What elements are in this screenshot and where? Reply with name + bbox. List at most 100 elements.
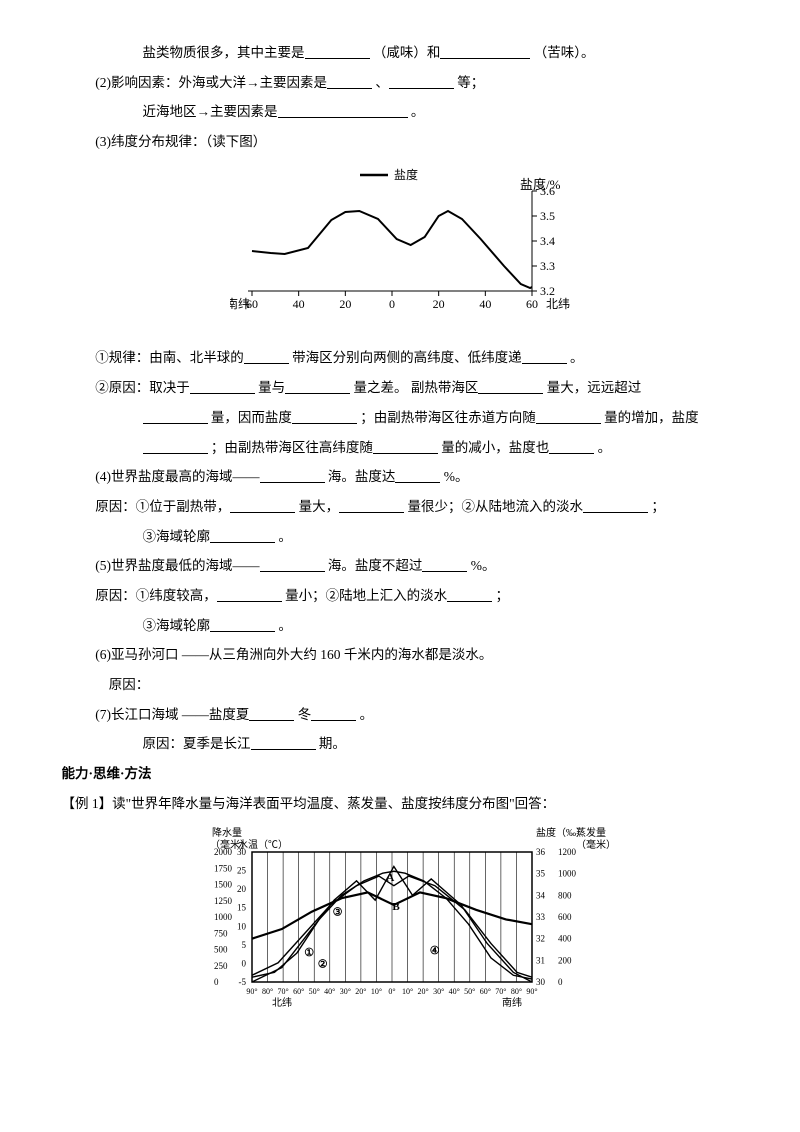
text: 原因：①位于副热带，	[95, 499, 230, 514]
text: ③海域轮廓	[143, 529, 211, 544]
svg-text:0: 0	[242, 959, 247, 969]
blank	[389, 73, 454, 89]
text-line: 原因：夏季是长江 期。	[48, 729, 752, 759]
svg-text:60: 60	[526, 297, 538, 311]
svg-text:北纬: 北纬	[272, 996, 292, 1009]
svg-text:盐度: 盐度	[394, 167, 418, 182]
blank	[249, 705, 294, 721]
blank	[251, 735, 316, 751]
svg-text:40: 40	[293, 297, 305, 311]
svg-text:32: 32	[536, 934, 545, 944]
text: 盐类物质很多，其中主要是	[143, 45, 305, 60]
section-heading: 能力·思维·方法	[48, 759, 752, 789]
text-line: ②原因：取决于 量与 量之差。 副热带海区 量大，远远超过	[48, 373, 752, 403]
svg-text:50°: 50°	[309, 987, 320, 996]
text-line: (2)影响因素：外海或大洋→主要因素是 、 等；	[48, 68, 752, 98]
svg-text:3.6: 3.6	[540, 184, 555, 198]
example-line: 【例 1】读"世界年降水量与海洋表面平均温度、蒸发量、盐度按纬度分布图"回答：	[48, 789, 752, 819]
svg-text:北纬: 北纬	[546, 297, 570, 311]
blank	[311, 705, 356, 721]
svg-text:3.5: 3.5	[540, 209, 555, 223]
text: 海。盐度不超过	[328, 558, 423, 573]
svg-text:5: 5	[242, 940, 247, 950]
text-line: 近海地区→主要因素是 。	[48, 97, 752, 127]
text: 。	[360, 707, 374, 722]
text: %。	[471, 558, 496, 573]
text: ②原因：取决于	[95, 380, 190, 395]
world-latitude-chart: 降水量（毫米）水温（℃）盐度（‰）蒸发量（毫米）2000175015001250…	[48, 824, 752, 1025]
svg-text:40°: 40°	[449, 987, 460, 996]
blank	[339, 497, 404, 513]
blank	[230, 497, 295, 513]
svg-text:31: 31	[536, 956, 545, 966]
svg-text:500: 500	[214, 945, 228, 955]
text-line: (5)世界盐度最低的海域—— 海。盐度不超过 %。	[48, 551, 752, 581]
text: (4)世界盐度最高的海域——	[95, 469, 259, 484]
text: 冬	[298, 707, 312, 722]
text: 量大，	[299, 499, 340, 514]
svg-text:34: 34	[536, 891, 546, 901]
text: 量与	[258, 380, 285, 395]
svg-text:A: A	[386, 872, 394, 884]
svg-text:40°: 40°	[324, 987, 335, 996]
svg-text:1000: 1000	[558, 869, 577, 879]
svg-text:90°: 90°	[526, 987, 537, 996]
text-line: 原因：①纬度较高， 量小；②陆地上汇入的淡水 ；	[48, 581, 752, 611]
svg-text:0: 0	[389, 297, 395, 311]
text-line: (4)世界盐度最高的海域—— 海。盐度达 %。	[48, 462, 752, 492]
svg-text:600: 600	[558, 912, 572, 922]
blank	[447, 586, 492, 602]
svg-text:降水量: 降水量	[212, 826, 242, 839]
text: ；	[651, 499, 665, 514]
svg-text:33: 33	[536, 912, 546, 922]
svg-text:800: 800	[558, 891, 572, 901]
svg-text:750: 750	[214, 929, 228, 939]
svg-text:10: 10	[237, 922, 247, 932]
blank	[536, 408, 601, 424]
text: 。	[570, 350, 584, 365]
svg-text:0: 0	[214, 977, 219, 987]
text-line: ①规律：由南、北半球的 带海区分别向两侧的高纬度、低纬度递 。	[48, 343, 752, 373]
text: (3)纬度分布规律：（读下图）	[95, 134, 266, 149]
blank	[549, 438, 594, 454]
svg-text:25: 25	[237, 866, 247, 876]
svg-text:40: 40	[479, 297, 491, 311]
text: ；	[496, 588, 510, 603]
text: 量的减小，盐度也	[441, 440, 549, 455]
text: ③海域轮廓	[143, 618, 211, 633]
salinity-chart: 盐度盐度/%3.63.53.43.33.26040200204060南纬北纬	[48, 163, 752, 334]
svg-text:35: 35	[536, 869, 546, 879]
text: 海。盐度达	[328, 469, 396, 484]
svg-text:36: 36	[536, 847, 546, 857]
svg-text:10°: 10°	[371, 987, 382, 996]
blank	[440, 43, 530, 59]
svg-text:10°: 10°	[402, 987, 413, 996]
svg-text:30: 30	[536, 977, 546, 987]
svg-text:20: 20	[339, 297, 351, 311]
text-line: 原因：①位于副热带， 量大， 量很少；②从陆地流入的淡水 ；	[48, 492, 752, 522]
text: 期。	[319, 736, 346, 751]
text: 量的增加，盐度	[604, 410, 699, 425]
text: 原因：夏季是长江	[143, 736, 251, 751]
blank	[292, 408, 357, 424]
text: 带海区分别向两侧的高纬度、低纬度递	[292, 350, 522, 365]
text-line: 量，因而盐度 ；由副热带海区往赤道方向随 量的增加，盐度	[48, 403, 752, 433]
text: (2)影响因素：外海或大洋→主要因素是	[95, 75, 327, 90]
text: 、	[375, 75, 389, 90]
text: ；由副热带海区往赤道方向随	[360, 410, 536, 425]
text: (6)亚马孙河口 ——从三角洲向外大约 160 千米内的海水都是淡水。	[95, 647, 492, 662]
svg-text:20: 20	[237, 885, 247, 895]
text: 量小；②陆地上汇入的淡水	[285, 588, 447, 603]
svg-text:250: 250	[214, 961, 228, 971]
blank	[422, 556, 467, 572]
svg-text:80°: 80°	[511, 987, 522, 996]
text: %。	[444, 469, 469, 484]
text-line: ；由副热带海区往高纬度随 量的减小，盐度也 。	[48, 433, 752, 463]
svg-text:30°: 30°	[433, 987, 444, 996]
blank	[143, 408, 208, 424]
text: ；由副热带海区往高纬度随	[211, 440, 373, 455]
svg-text:3.4: 3.4	[540, 234, 555, 248]
svg-text:0°: 0°	[388, 987, 395, 996]
blank	[327, 73, 372, 89]
svg-text:60°: 60°	[293, 987, 304, 996]
